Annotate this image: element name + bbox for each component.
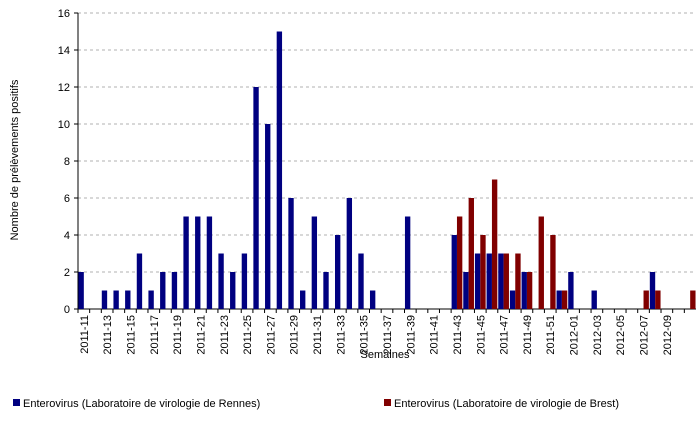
x-tick-label: 2011-11: [79, 315, 91, 354]
bar: [468, 198, 474, 309]
bar: [655, 290, 661, 309]
bar: [334, 235, 341, 309]
x-axis-label: Semaines: [361, 349, 410, 361]
bar: [288, 198, 294, 309]
y-tick-label: 14: [58, 45, 70, 57]
y-tick-label: 0: [64, 304, 70, 316]
x-tick-label: 2011-23: [219, 315, 231, 355]
x-tick-label: 2012-07: [639, 315, 651, 355]
bar: [230, 272, 236, 309]
legend-label: Enterovirus (Laboratoire de virologie de…: [23, 398, 260, 410]
x-tick-label: 2011-27: [265, 315, 277, 355]
bar: [253, 87, 259, 309]
bar: [451, 235, 457, 309]
bar: [369, 290, 376, 309]
bar: [78, 272, 84, 309]
bar: [503, 253, 509, 309]
bar: [218, 253, 224, 309]
bar: [568, 272, 574, 309]
x-tick-label: 2011-17: [149, 315, 161, 355]
x-tick-label: 2012-09: [662, 315, 674, 355]
x-tick-label: 2012-01: [569, 315, 581, 355]
x-tick-label: 2011-49: [522, 315, 534, 355]
x-tick-label: 2011-47: [499, 315, 511, 355]
bar: [136, 253, 143, 309]
bar: [358, 253, 364, 309]
bar: [509, 290, 516, 309]
bar: [311, 216, 318, 309]
bar: [160, 272, 166, 309]
bar: [649, 272, 656, 309]
y-tick-label: 16: [58, 8, 70, 20]
x-tick-label: 2011-37: [382, 315, 394, 355]
bar: [456, 216, 463, 309]
bar: [183, 216, 189, 309]
y-tick-label: 8: [64, 156, 70, 168]
bar: [148, 290, 154, 309]
bar: [486, 253, 492, 309]
x-tick-label: 2011-33: [335, 315, 347, 355]
y-tick-label: 6: [64, 193, 70, 205]
y-tick-label: 10: [58, 119, 70, 131]
legend-swatch: [13, 399, 20, 406]
bar: [643, 290, 649, 309]
bar: [241, 253, 248, 309]
x-tick-label: 2011-15: [125, 315, 137, 355]
bar: [195, 216, 201, 309]
bar: [171, 272, 178, 309]
bar: [101, 290, 108, 309]
x-tick-label: 2011-35: [359, 315, 371, 355]
x-tick-label: 2011-43: [452, 315, 464, 355]
bar: [276, 31, 283, 309]
bar: [346, 198, 353, 309]
x-tick-label: 2011-39: [405, 315, 417, 355]
y-tick-label: 2: [64, 267, 70, 279]
bar: [113, 290, 119, 309]
bar: [538, 216, 544, 309]
bar: [404, 216, 411, 309]
x-tick-label: 2011-25: [242, 315, 254, 355]
bar: [498, 253, 504, 309]
bar: [550, 235, 556, 309]
bar: [125, 290, 131, 309]
bar: [515, 253, 521, 309]
legend-label: Enterovirus (Laboratoire de virologie de…: [394, 398, 619, 410]
x-tick-label: 2011-51: [545, 315, 557, 355]
bar: [521, 272, 527, 309]
x-tick-label: 2011-21: [195, 315, 207, 355]
bar: [591, 290, 597, 309]
x-tick-label: 2012-03: [592, 315, 604, 355]
bar: [561, 290, 568, 309]
bar: [265, 124, 271, 309]
bar: [491, 179, 498, 309]
x-tick-label: 2011-45: [475, 315, 487, 355]
x-tick-label: 2011-31: [312, 315, 324, 355]
bar: [300, 290, 306, 309]
bar: [556, 290, 562, 309]
bar: [480, 235, 486, 309]
bar: [463, 272, 469, 309]
legend-swatch: [384, 399, 391, 406]
x-tick-label: 2011-29: [289, 315, 301, 355]
x-tick-label: 2011-41: [429, 315, 441, 355]
x-tick-label: 2011-13: [102, 315, 114, 355]
bar: [526, 272, 533, 309]
x-tick-label: 2012-05: [615, 315, 627, 355]
bar: [206, 216, 213, 309]
bar: [474, 253, 481, 309]
y-tick-label: 12: [58, 82, 70, 94]
y-tick-label: 4: [64, 230, 70, 242]
y-axis-label: Nombre de prélèvements positifs: [9, 79, 21, 240]
bar: [690, 290, 696, 309]
bar: [323, 272, 329, 309]
x-tick-label: 2011-19: [172, 315, 184, 355]
